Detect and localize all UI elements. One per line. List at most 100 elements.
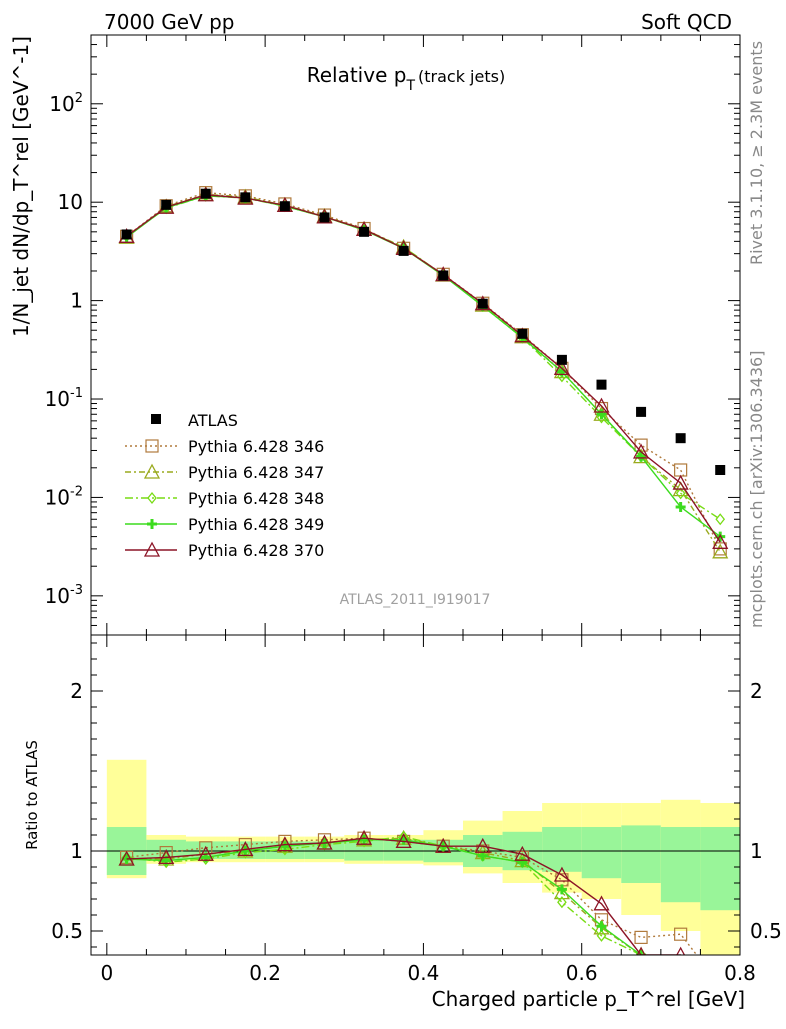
title-subscript: T [405,78,415,94]
ratio-series-point [674,927,688,941]
ratio-x-ticks: 0 0.2 0.4 0.6 0.8 [100,635,756,985]
ratio-band-inner [700,827,740,911]
ratio-series-layer [118,829,724,984]
ratio-series-line [126,837,645,955]
main-series-point [632,443,650,459]
ratio-y-tick-label-right: 1 [750,839,763,863]
main-y-tick-label: 10-3 [45,583,83,608]
ratio-series-point [514,845,531,861]
ratio-series-point [280,843,290,856]
legend-label: Pythia 6.428 349 [188,515,324,534]
ratio-plot: 0.5 0.51 12 2 0 0.2 0.4 0.6 0.8 Ratio to ATLAS … [23,634,782,1011]
main-x-ticks [106,35,741,635]
ratio-series-point [553,866,571,882]
ratio-series-point [596,929,607,942]
main-series-point [675,501,686,512]
main-series-point [675,487,686,500]
atlas-data-point [319,212,330,223]
ratio-y-ticks: 0.5 0.5 1 1 2 2 [51,642,782,948]
ratio-x-tick-label: 0.2 [249,961,281,985]
ratio-band-inner [660,827,701,903]
ratio-y-tick-label-left: 0.5 [51,919,83,943]
main-series-line [126,194,721,543]
atlas-data-point [517,328,528,339]
ratio-series-point [474,837,491,853]
atlas-data-point [556,354,567,365]
ratio-band-inner [621,825,661,883]
ratio-y-tick-label-right: 0.5 [750,919,782,943]
ratio-series-point [395,833,412,849]
atlas-data-point [200,188,211,199]
ratio-x-tick-label: 0.6 [566,961,598,985]
ratio-series-point [240,846,251,856]
ratio-series-point [158,849,175,865]
main-y-tick-label: 10-1 [45,386,83,411]
ratio-series-point [435,837,452,853]
main-series-point [674,463,688,477]
legend-label: Pythia 6.428 370 [188,541,324,560]
ratio-series-point [557,896,567,909]
main-series-point [593,397,610,413]
atlas-data-point [121,229,132,240]
main-plot-title-suffix: (track jets) [418,67,505,86]
legend-label: Pythia 6.428 347 [188,463,324,482]
ratio-series-point [680,954,681,955]
ratio-band-inner [542,827,582,872]
ratio-series-point [316,834,333,850]
main-series-point [712,533,729,549]
legend: ATLAS Pythia 6.428 346 Pythia 6.428 347 Pyt… [125,411,324,560]
main-series-line [126,191,721,550]
ratio-x-tick-label: 0.8 [724,961,756,985]
atlas-data-point [675,433,686,444]
ratio-series-line [126,839,643,955]
ratio-series-point [197,845,214,861]
ratio-series-point [636,950,647,955]
ratio-series-point [556,884,567,895]
ratio-band-inner [383,839,424,861]
main-y-tick-label: 102 [49,91,83,116]
atlas-data-point [715,464,726,475]
atlas-data-point [636,406,647,417]
atlas-data-point [596,379,607,390]
ratio-y-axis-label: Ratio to ATLAS [23,740,41,850]
main-y-axis-label: 1/N_jet dN/dp_T^rel [GeV^-1] [9,36,33,337]
ratio-y-tick-label-right: 2 [750,679,763,703]
ratio-x-tick-label: 0.4 [408,961,440,985]
atlas-data-point [359,226,370,237]
main-y-tick-label: 10 [58,190,83,214]
main-series-point [715,513,726,526]
legend-atlas-label: ATLAS [188,411,238,430]
ratio-y-tick-label-left: 1 [70,839,83,863]
ratio-series-point [677,961,685,971]
legend-marker [143,541,161,557]
ratio-x-tick-label: 0 [100,961,113,985]
ratio-series-point [716,958,724,968]
ratio-series-point [676,974,686,984]
legend-label: Pythia 6.428 346 [188,437,324,456]
ratio-series-line [126,837,682,955]
legend-label: Pythia 6.428 348 [188,489,324,508]
main-series-point [596,409,607,420]
atlas-data-point [161,199,172,210]
ratio-series-line [126,835,644,955]
ratio-series-point [237,841,254,857]
ratio-series-point [596,921,607,932]
ratio-series-point [517,857,528,868]
atlas-data-point [438,270,449,281]
watermark: ATLAS_2011_I919017 [340,592,491,608]
legend-marker [147,491,157,505]
ratio-series-point [355,829,373,845]
ratio-y-tick-label-left: 2 [70,679,83,703]
main-series-point [596,411,607,424]
ratio-band-inner [344,839,384,861]
main-series-point [636,451,647,462]
main-series-line [126,195,721,538]
ratio-series-point [359,834,370,845]
main-series-point [712,543,729,559]
atlas-data-point [398,245,409,256]
rivet-label: Rivet 3.1.10, ≥ 2.3M events [747,41,766,265]
legend-marker [145,439,159,453]
ratio-series-point [118,850,135,866]
main-plot: 10-3 10-2 10-1 1 10 102 Relative pT (track je… [9,34,741,636]
